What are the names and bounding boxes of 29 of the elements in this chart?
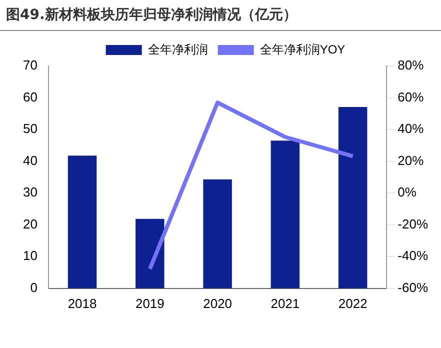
x-tick-label: 2021 (270, 296, 300, 311)
y-tick-label: 70 (22, 58, 38, 73)
x-tick-label: 2019 (135, 296, 164, 311)
x-tick-label: 2018 (68, 296, 97, 311)
chart-title: 图49.新材料板块历年归母净利润情况（亿元） (6, 6, 297, 24)
legend-label: 全年净利润 (148, 42, 208, 56)
bar (338, 106, 368, 288)
x-tick-label: 2022 (338, 296, 368, 311)
bar (270, 140, 300, 288)
y-tick-label: 0 (30, 280, 38, 295)
legend-label: 全年净利润YOY (260, 42, 346, 56)
bar (203, 179, 232, 288)
y-tick-label: 50 (22, 121, 38, 136)
y2-tick-label: 60% (398, 89, 424, 104)
y-tick-label: 30 (22, 184, 38, 200)
y2-tick-label: 0% (398, 184, 417, 200)
y-tick-label: 20 (22, 216, 38, 232)
y-tick-label: 60 (22, 89, 38, 104)
y2-tick-label: -20% (398, 216, 428, 232)
y2-tick-label: 40% (398, 121, 424, 136)
y-tick-label: 10 (22, 248, 38, 264)
y2-tick-label: 80% (398, 58, 424, 73)
y2-tick-label: 20% (398, 152, 424, 168)
x-tick-label: 2020 (203, 296, 232, 311)
bar (68, 156, 97, 288)
y2-tick-label: -60% (398, 280, 428, 295)
y2-tick-label: -40% (398, 248, 428, 264)
y-tick-label: 40 (22, 152, 38, 168)
bar (136, 218, 164, 288)
